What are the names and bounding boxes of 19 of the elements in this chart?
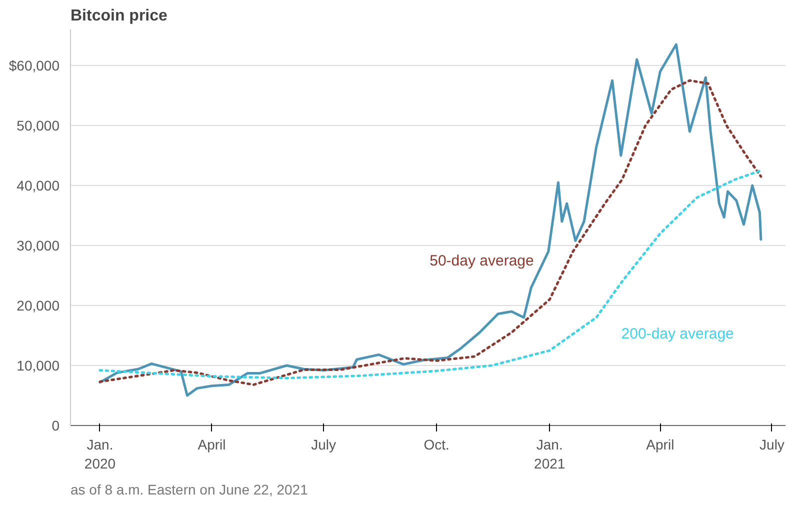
series-label: 50-day average — [430, 252, 534, 270]
x-tick-label: Oct. — [424, 436, 450, 452]
x-tick-label: July — [760, 436, 784, 452]
chart-title: Bitcoin price — [70, 8, 168, 24]
x-tick-label: Jan. 2021 — [534, 436, 566, 472]
y-tick-label: 20,000 — [16, 298, 60, 314]
y-tick-label: 0 — [52, 418, 60, 434]
x-tick-label: April — [646, 436, 674, 452]
y-tick-label: 30,000 — [16, 238, 60, 254]
series-label: 200-day average — [621, 326, 734, 342]
y-tick-label: 10,000 — [16, 358, 60, 374]
line-series — [98, 169, 762, 380]
x-tick-label: July — [311, 436, 336, 452]
x-tick-label: April — [198, 436, 226, 452]
y-tick-label: 50,000 — [16, 118, 60, 134]
x-tick-label: Jan. 2020 — [84, 436, 116, 472]
y-tick-label: $60,000 — [8, 58, 60, 74]
text: as of 8 a.m. Eastern on June 22, 2021 — [70, 482, 308, 498]
y-tick-label: 40,000 — [16, 178, 60, 194]
